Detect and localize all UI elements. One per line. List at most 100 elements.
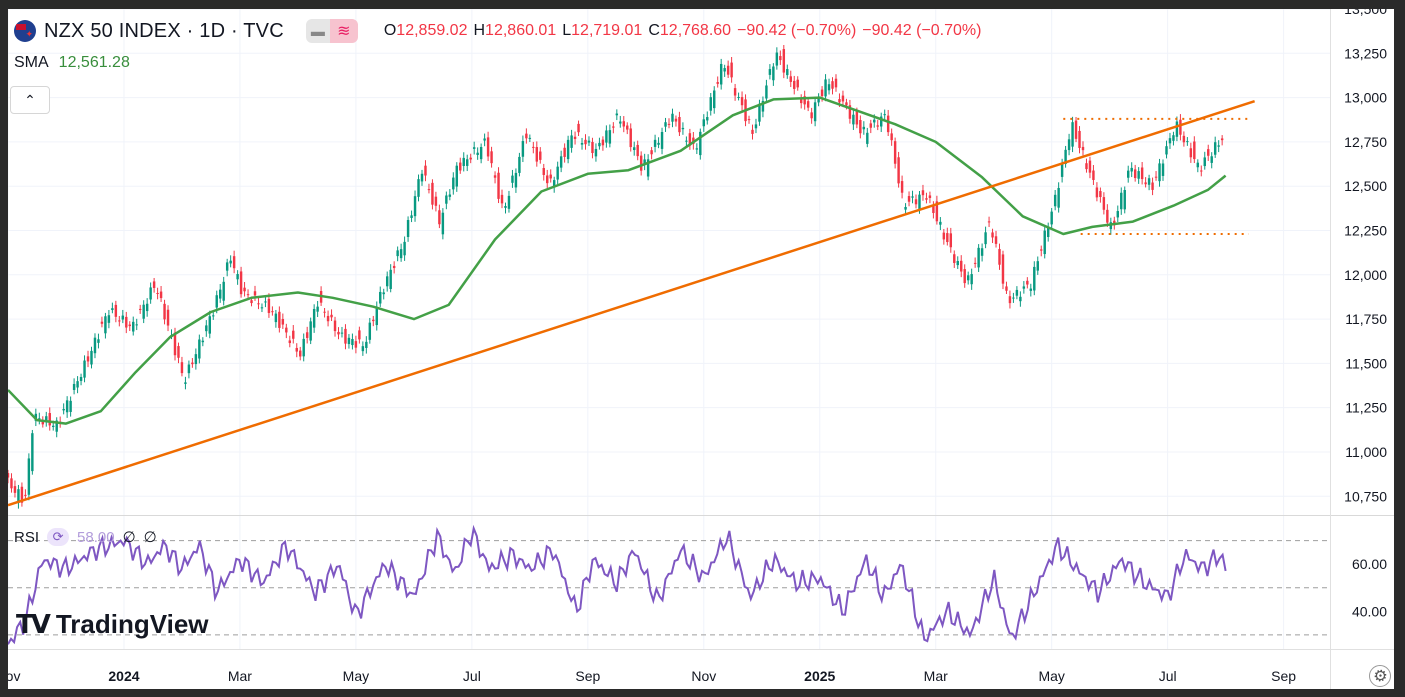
candle-body xyxy=(1106,209,1109,223)
candle-body xyxy=(326,315,330,322)
candle-body xyxy=(629,128,632,148)
candle-body xyxy=(229,260,232,264)
candle-body xyxy=(337,331,340,335)
candle-body xyxy=(476,152,479,155)
time-tick-label: Nov xyxy=(8,668,20,684)
candle-body xyxy=(295,347,298,352)
candle-body xyxy=(573,136,577,139)
rsi-tick-label: 40.00 xyxy=(1352,603,1387,619)
candle-body xyxy=(281,318,285,325)
candle-body xyxy=(420,173,424,182)
candle-body xyxy=(305,332,309,338)
candle-body xyxy=(521,141,525,157)
rsi-extra-1: ∅ xyxy=(122,529,136,546)
candle-body xyxy=(173,332,177,356)
candle-body xyxy=(243,287,246,292)
low-key: L xyxy=(562,22,572,39)
candle-body xyxy=(893,141,897,164)
candle-body xyxy=(500,194,504,204)
sma-legend[interactable]: SMA 12,561.28 xyxy=(14,54,130,72)
candle-body xyxy=(292,330,295,339)
candle-body xyxy=(452,177,455,190)
candle-body xyxy=(267,298,271,314)
candle-body xyxy=(128,324,131,327)
candle-body xyxy=(827,84,831,91)
sma-value: 12,561.28 xyxy=(58,54,130,71)
candle-body xyxy=(852,114,855,125)
candle-body xyxy=(761,100,765,112)
candle-body xyxy=(824,79,827,97)
candle-body xyxy=(1026,280,1029,285)
collapse-legend-button[interactable]: ⌃ xyxy=(10,86,50,114)
candle-body xyxy=(17,489,20,503)
candle-body xyxy=(1001,254,1005,284)
candle-body xyxy=(730,62,733,78)
candle-body xyxy=(1046,227,1050,237)
candle-body xyxy=(949,233,953,248)
candle-body xyxy=(862,126,866,130)
candle-body xyxy=(1137,171,1140,179)
candle-body xyxy=(490,151,493,164)
price-chart[interactable]: 13,500 13,250 13,000 12,750 12,500 12,250 12,0… xyxy=(8,9,1394,689)
candle-body xyxy=(587,140,591,143)
candle-body xyxy=(466,159,469,166)
candle-body xyxy=(1123,190,1126,210)
tradingview-logo-mark: TV xyxy=(16,609,51,640)
tradingview-logo[interactable]: TV TradingView xyxy=(16,609,209,640)
time-tick-label: Jul xyxy=(463,668,481,684)
candle-body xyxy=(497,172,500,199)
candle-body xyxy=(201,340,205,343)
candle-body xyxy=(274,313,278,323)
candle-body xyxy=(747,119,751,121)
candle-body xyxy=(702,119,706,127)
symbol-title[interactable]: NZX 50 INDEX · 1D · TVC xyxy=(44,19,284,42)
candle-body xyxy=(987,221,991,223)
candle-body xyxy=(605,130,608,143)
price-tick-label: 11,250 xyxy=(1345,400,1387,416)
candle-body xyxy=(1133,169,1137,179)
candle-body xyxy=(253,291,257,296)
candle-body xyxy=(218,289,222,299)
symbol-header: NZX 50 INDEX · 1D · TVC ▬ ≋ O12,859.02 H… xyxy=(14,19,981,43)
candle-body xyxy=(385,276,389,287)
candle-body xyxy=(681,127,685,130)
wave-icon[interactable]: ≋ xyxy=(329,19,358,43)
candle-body xyxy=(445,195,448,204)
candle-body xyxy=(667,123,671,125)
candle-body xyxy=(848,105,852,119)
sma-line xyxy=(8,96,1227,425)
candle-body xyxy=(883,114,886,116)
candle-body xyxy=(598,142,601,147)
candle-body xyxy=(674,118,678,122)
candle-body xyxy=(775,52,779,66)
candle-body xyxy=(789,76,792,82)
candle-body xyxy=(55,420,58,432)
candle-body xyxy=(455,165,459,187)
candle-body xyxy=(1203,157,1206,167)
candle-body xyxy=(448,194,452,197)
series-toggle[interactable]: ▬ ≋ xyxy=(305,19,358,43)
candle-body xyxy=(264,301,267,303)
candle-body xyxy=(657,142,660,145)
candle-body xyxy=(316,306,319,312)
candle-body xyxy=(1064,149,1067,165)
candle-body xyxy=(285,327,288,333)
sma-label: SMA xyxy=(14,54,49,71)
candle-body xyxy=(330,314,333,318)
close-key: C xyxy=(648,22,660,39)
indicator-settings-icon[interactable]: ⟳ xyxy=(47,528,70,546)
candle-body xyxy=(72,383,76,390)
time-tick-label: Sep xyxy=(1271,668,1296,684)
candle-body xyxy=(145,303,149,312)
candle-body xyxy=(121,315,125,320)
candle-body xyxy=(1116,211,1120,218)
candle-body xyxy=(1165,146,1168,155)
rsi-legend[interactable]: RSI ⟳ 58.00 ∅ ∅ xyxy=(14,528,157,546)
candle-body xyxy=(48,413,51,426)
open-key: O xyxy=(383,22,397,39)
minus-icon[interactable]: ▬ xyxy=(305,19,330,43)
candle-body xyxy=(1161,163,1165,176)
rsi-line xyxy=(8,524,1227,645)
rsi-extra-2: ∅ xyxy=(143,529,157,546)
